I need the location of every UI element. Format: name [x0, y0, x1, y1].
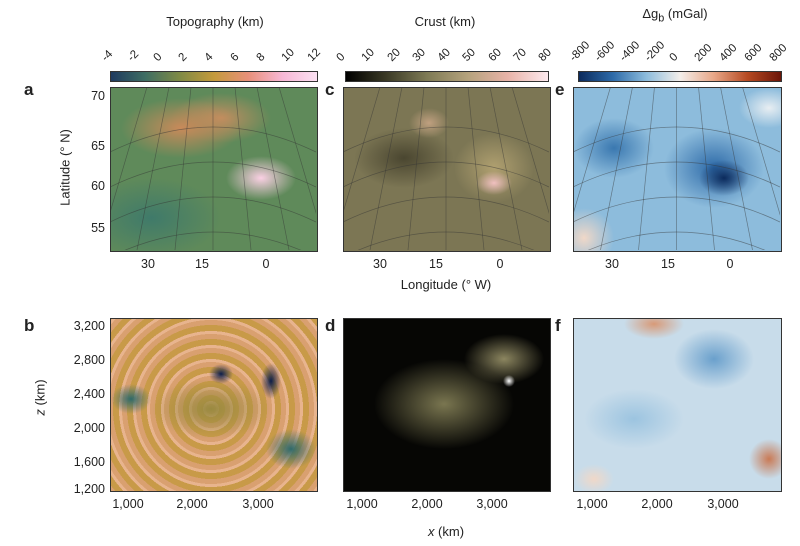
z-var: z [32, 409, 48, 416]
gravity-anomaly-map [573, 87, 782, 252]
z-tick: 2,800 [73, 353, 105, 367]
z-tick: 2,000 [73, 421, 105, 435]
topography-simulation [110, 318, 318, 492]
longitude-line [698, 87, 715, 250]
x-tick: 1,000 [346, 497, 378, 511]
panel-label-e: e [555, 80, 565, 99]
x-unit: (km) [434, 524, 465, 539]
x-axis-label: x (km) [343, 524, 549, 539]
panel-label-c: c [325, 80, 335, 99]
panel-label-f: f [555, 316, 561, 335]
lat-tick: 60 [91, 179, 105, 193]
longitude-tick: 15 [661, 257, 675, 271]
longitude-tick: 0 [262, 257, 270, 271]
x-tick: 1,000 [576, 497, 608, 511]
longitude-line [600, 87, 633, 250]
longitude-tick: 15 [429, 257, 443, 271]
z-tick: 1,600 [73, 455, 105, 469]
gravity-symbol: Δg [642, 6, 659, 21]
gravity-colorbar [578, 71, 782, 82]
longitude-line [720, 87, 753, 250]
topography-colorbar-title: Topography (km) [166, 14, 264, 29]
topography-colorbar [110, 71, 318, 82]
gravity-subscript: b [658, 12, 665, 25]
lat-tick: 55 [91, 221, 105, 235]
z-tick: 3,200 [73, 319, 105, 333]
longitude-tick: 30 [605, 257, 619, 271]
z-unit: (km) [32, 379, 48, 410]
x-tick: 2,000 [176, 497, 208, 511]
crust-colorbar [345, 71, 549, 82]
longitude-line [256, 87, 290, 250]
crust-simulation [343, 318, 551, 492]
longitude-tick: 30 [373, 257, 387, 271]
longitude-line [638, 87, 655, 250]
longitude-line [742, 87, 780, 250]
x-tick: 3,000 [242, 497, 274, 511]
longitude-line [489, 87, 523, 250]
crust-colorbar-title: Crust (km) [414, 14, 476, 29]
longitude-tick: 0 [496, 257, 504, 271]
longitude-line [174, 87, 192, 250]
panel-label-d: d [325, 316, 336, 335]
longitude-tick: 30 [141, 257, 155, 271]
panel-label-a: a [24, 80, 34, 99]
x-var: x [427, 524, 435, 539]
longitude-line [467, 87, 485, 250]
topography-map [110, 87, 318, 252]
latitude-axis-label: Latitude (° N) [57, 129, 73, 206]
x-tick: 1,000 [112, 497, 144, 511]
z-tick: 1,200 [73, 482, 105, 496]
longitude-line [562, 87, 611, 250]
longitude-line [110, 87, 148, 250]
longitude-line [369, 87, 403, 250]
x-tick: 2,000 [411, 497, 443, 511]
gravity-unit: (mGal) [664, 6, 708, 21]
x-tick: 2,000 [641, 497, 673, 511]
z-tick: 2,400 [73, 387, 105, 401]
longitude-line [278, 87, 328, 250]
longitude-line [331, 87, 381, 250]
longitude-line [407, 87, 425, 250]
crust-map [343, 87, 551, 252]
longitude-tick: 15 [195, 257, 209, 271]
gravity-simulation [573, 318, 782, 492]
panel-label-b: b [24, 316, 35, 335]
longitude-line [511, 87, 561, 250]
gravity-colorbar-title: Δgb (mGal) [600, 6, 750, 25]
x-tick: 3,000 [476, 497, 508, 511]
x-tick: 3,000 [707, 497, 739, 511]
longitude-axis-label: Longitude (° W) [400, 277, 492, 292]
z-axis-label: z (km) [33, 348, 48, 448]
longitude-tick: 0 [726, 257, 734, 271]
longitude-line [234, 87, 252, 250]
lat-tick: 70 [91, 89, 105, 103]
lat-tick: 65 [91, 139, 105, 153]
longitude-line [136, 87, 170, 250]
